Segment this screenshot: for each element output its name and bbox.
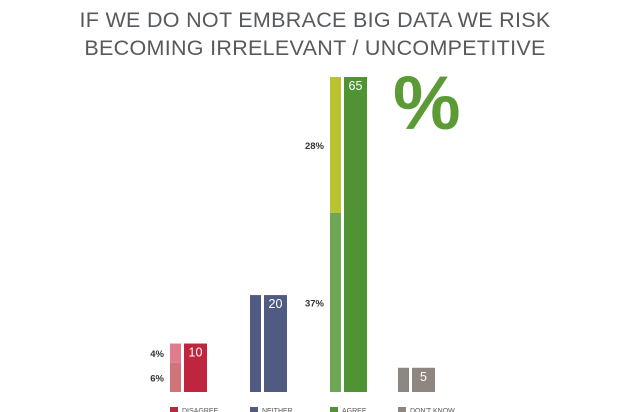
don-t-know-legend-swatch — [398, 407, 406, 412]
don-t-know-total-value-label: 5 — [420, 370, 427, 384]
disagree-breakdown-label-1: 6% — [150, 373, 164, 384]
neither-total-value-label: 20 — [269, 297, 283, 311]
don-t-know-legend-label: DON'T KNOW — [410, 408, 455, 412]
agree-breakdown-label-2: 28% — [305, 141, 325, 152]
chart-title: IF WE DO NOT EMBRACE BIG DATA WE RISK BE… — [0, 6, 630, 62]
disagree-breakdown-label-2: 4% — [150, 349, 164, 360]
disagree-total-value-label: 10 — [189, 346, 203, 360]
agree-breakdown-label-1: 37% — [305, 298, 325, 309]
agree-breakdown-segment-2 — [330, 77, 341, 213]
chart-title-line-2: BECOMING IRRELEVANT / UNCOMPETITIVE — [84, 36, 546, 60]
neither-legend-label: NEITHER — [262, 408, 293, 412]
neither-companion-bar — [250, 295, 261, 392]
agree-breakdown-segment-1 — [330, 212, 341, 392]
percent-unit-mark: % — [393, 61, 461, 146]
disagree-total-bar — [184, 343, 207, 392]
neither-total-bar — [264, 295, 287, 392]
agree-total-value-label: 65 — [349, 79, 363, 93]
agree-total-bar — [344, 77, 367, 392]
agree-legend-label: AGREE — [342, 408, 367, 412]
disagree-breakdown-segment-2 — [170, 343, 181, 363]
disagree-breakdown-segment-1 — [170, 362, 181, 392]
disagree-legend-label: DISAGREE — [182, 408, 219, 412]
chart-title-line-1: IF WE DO NOT EMBRACE BIG DATA WE RISK — [79, 8, 551, 32]
agree-legend-swatch — [330, 407, 338, 412]
neither-legend-swatch — [250, 407, 258, 412]
don-t-know-companion-bar — [398, 367, 409, 392]
disagree-legend-swatch — [170, 407, 178, 412]
don-t-know-total-bar — [412, 367, 435, 392]
